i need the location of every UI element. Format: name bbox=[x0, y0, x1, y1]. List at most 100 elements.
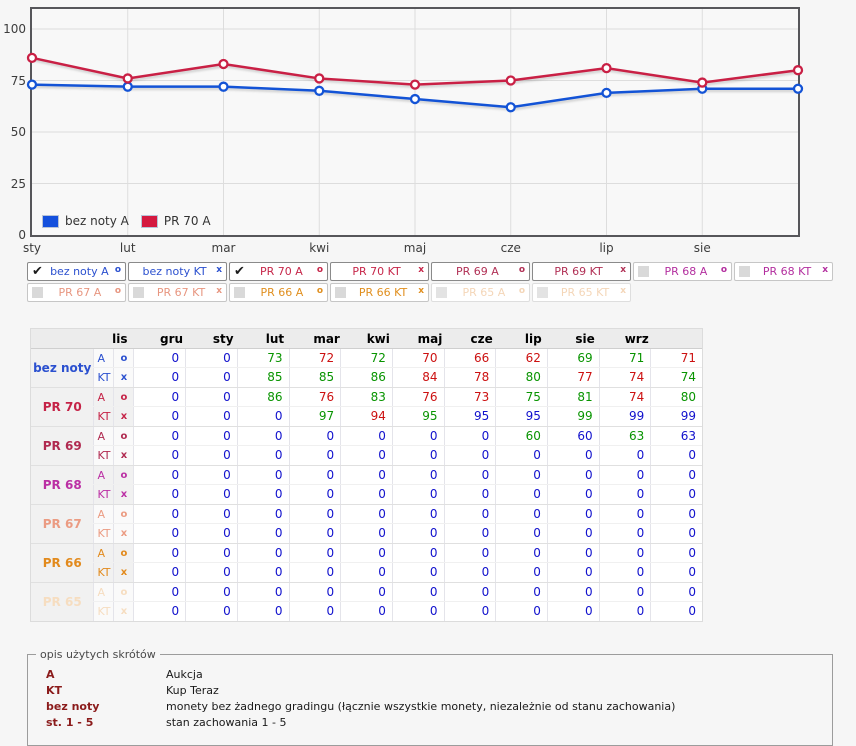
toggle-pr-66-a[interactable]: PR 66 A o bbox=[229, 283, 328, 302]
value-cell: 0 bbox=[133, 368, 186, 387]
row-marker-symbol: o bbox=[113, 349, 134, 367]
value-cell: 0 bbox=[340, 524, 392, 543]
value-cell: 0 bbox=[598, 544, 651, 562]
value-cell: 0 bbox=[598, 563, 651, 582]
row-marker-symbol: o bbox=[113, 388, 134, 406]
value-cell: 72 bbox=[288, 349, 341, 367]
checkbox-unchecked-icon bbox=[436, 287, 447, 298]
month-header: cze bbox=[470, 332, 493, 346]
value-cell: 86 bbox=[236, 388, 289, 406]
abbreviation-row: KT Kup Teraz bbox=[28, 683, 820, 699]
abbreviation-row: st. 1 - 5 stan zachowania 1 - 5 bbox=[28, 715, 820, 731]
toggle-pr-69-kt[interactable]: PR 69 KT x bbox=[532, 262, 631, 281]
data-point-marker bbox=[122, 81, 133, 92]
legend-swatch-icon bbox=[42, 214, 59, 228]
toggle-pr-70-a[interactable]: ✔ PR 70 A o bbox=[229, 262, 328, 281]
value-cell: 0 bbox=[546, 524, 599, 543]
toggle-pr-69-a[interactable]: PR 69 A o bbox=[431, 262, 530, 281]
toggle-pr-67-a[interactable]: PR 67 A o bbox=[27, 283, 126, 302]
abbreviation-term: st. 1 - 5 bbox=[46, 716, 94, 729]
value-cell: 0 bbox=[546, 563, 599, 582]
value-cell: 0 bbox=[650, 602, 702, 621]
marker-symbol: x bbox=[418, 265, 424, 275]
data-point-marker bbox=[26, 52, 38, 63]
value-cell: 0 bbox=[443, 466, 496, 484]
value-cell: 0 bbox=[546, 446, 599, 465]
month-header: sty bbox=[212, 332, 234, 346]
toggle-label: PR 70 A bbox=[259, 265, 303, 278]
data-point-marker bbox=[314, 85, 325, 96]
value-cell: 0 bbox=[288, 485, 341, 504]
toggle-label: PR 66 A bbox=[260, 286, 304, 299]
value-cell: 70 bbox=[391, 349, 444, 367]
month-header: kwi bbox=[366, 332, 390, 346]
x-axis-tick-label: cze bbox=[500, 241, 521, 255]
value-cell: 97 bbox=[288, 407, 341, 426]
toggle-pr-67-kt[interactable]: PR 67 KT x bbox=[128, 283, 227, 302]
x-axis-tick-label: lut bbox=[119, 241, 136, 255]
toggle-label: bez noty KT bbox=[142, 265, 207, 278]
toggle-bez-noty-a[interactable]: ✔ bez noty A o bbox=[27, 262, 126, 281]
data-point-marker bbox=[505, 102, 516, 113]
value-cell: 0 bbox=[236, 427, 289, 445]
marker-symbol: o bbox=[518, 265, 525, 275]
row-group-label: PR 65 bbox=[31, 583, 94, 621]
toggle-bez-noty-kt[interactable]: bez noty KT x bbox=[128, 262, 227, 281]
table-row: KT x 0 0 0 0 0 0 0 0 0 0 0 bbox=[93, 563, 702, 582]
toggle-pr-68-a[interactable]: PR 68 A o bbox=[633, 262, 732, 281]
toggle-pr-65-a[interactable]: PR 65 A o bbox=[431, 283, 530, 302]
value-cell: 0 bbox=[185, 368, 237, 387]
value-cell: 63 bbox=[598, 427, 651, 445]
table-corner-cell bbox=[31, 329, 94, 348]
data-point-marker bbox=[697, 77, 708, 88]
toggle-label: PR 69 KT bbox=[554, 265, 603, 278]
abbreviations-list: A Aukcja KT Kup Teraz bez noty monety bez żad… bbox=[28, 667, 820, 731]
toggle-label: PR 70 KT bbox=[352, 265, 401, 278]
value-cell: 60 bbox=[546, 427, 599, 445]
toggle-label: PR 65 KT bbox=[560, 286, 610, 299]
marker-symbol: x bbox=[418, 286, 424, 296]
value-cell: 0 bbox=[236, 466, 289, 484]
value-cell: 0 bbox=[288, 602, 341, 621]
marker-symbol: o bbox=[518, 286, 525, 296]
toggle-pr-70-kt[interactable]: PR 70 KT x bbox=[330, 262, 429, 281]
table-row: KT x 0 0 0 0 0 0 0 0 0 0 0 bbox=[93, 602, 702, 621]
x-axis-tick-label: lip bbox=[599, 241, 614, 255]
abbreviation-row: A Aukcja bbox=[28, 667, 820, 683]
month-header: mar bbox=[313, 332, 340, 346]
abbreviation-definition: monety bez żadnego gradingu (łącznie wsz… bbox=[166, 700, 676, 713]
value-cell: 0 bbox=[185, 349, 237, 367]
value-cell: 0 bbox=[650, 524, 702, 543]
row-marker-symbol: x bbox=[113, 524, 134, 543]
value-cell: 71 bbox=[650, 349, 702, 367]
value-cell: 0 bbox=[288, 524, 341, 543]
toggle-pr-66-kt[interactable]: PR 66 KT x bbox=[330, 283, 429, 302]
row-sub-label: KT bbox=[93, 563, 114, 582]
row-marker-symbol: o bbox=[113, 583, 134, 601]
marker-symbol: o bbox=[720, 265, 727, 275]
value-cell: 80 bbox=[495, 368, 547, 387]
toggle-pr-68-kt[interactable]: PR 68 KT x bbox=[734, 262, 833, 281]
value-cell: 99 bbox=[650, 407, 702, 426]
series-toggles: ✔ bez noty A o bez noty KT x ✔ PR 70 A o PR 70 K… bbox=[27, 262, 856, 304]
month-header: maj bbox=[417, 332, 443, 346]
legend-swatch-icon bbox=[140, 214, 158, 228]
checkbox-unchecked-icon bbox=[537, 287, 548, 298]
value-cell: 0 bbox=[495, 505, 547, 523]
chart-plot-area: bez noty A PR 70 A bbox=[26, 7, 804, 237]
value-cell: 0 bbox=[236, 544, 289, 562]
toggle-pr-65-kt[interactable]: PR 65 KT x bbox=[532, 283, 631, 302]
toggle-label: PR 68 A bbox=[664, 265, 708, 278]
value-cell: 0 bbox=[443, 524, 496, 543]
value-cell: 0 bbox=[495, 544, 547, 562]
row-sub-label: KT bbox=[93, 446, 114, 465]
marker-symbol: x bbox=[216, 286, 222, 296]
value-cell: 80 bbox=[650, 388, 702, 406]
